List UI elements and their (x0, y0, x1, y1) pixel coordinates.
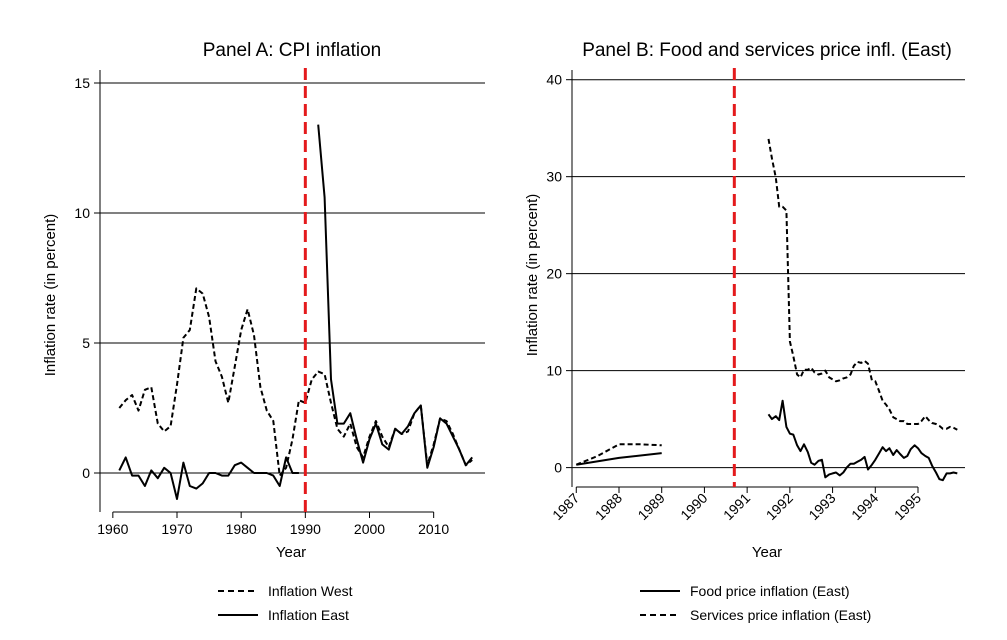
panel-b-xlabel: Year (752, 544, 782, 561)
legend-label-east: Inflation East (268, 607, 349, 623)
panel-a-ylabel: Inflation rate (in percent) (42, 214, 59, 377)
y-tick-label: 40 (546, 72, 562, 88)
x-tick-label: 2000 (354, 521, 385, 537)
panel-b-legend: Food price inflation (East) Services pri… (640, 583, 871, 623)
y-tick-label: 10 (74, 205, 90, 221)
panel-a-gridlines (100, 82, 485, 474)
panel-a-title: Panel A: CPI inflation (203, 40, 382, 61)
series-line (767, 138, 958, 431)
x-tick-label: 1970 (161, 521, 192, 537)
panel-a-series (118, 124, 473, 500)
x-tick-label: 1990 (677, 490, 710, 523)
x-tick-label: 1991 (720, 490, 753, 523)
series-line (118, 456, 299, 500)
y-tick-label: 0 (82, 465, 90, 481)
x-tick-label: 1989 (634, 490, 667, 523)
series-line (118, 287, 473, 477)
series-line (576, 452, 662, 466)
x-tick-label: 1990 (290, 521, 321, 537)
legend-label-west: Inflation West (268, 583, 353, 599)
panel-a: Panel A: CPI inflation Inflation rate (i… (42, 40, 485, 561)
x-tick-label: 1987 (549, 490, 582, 523)
x-tick-label: 1993 (805, 490, 838, 523)
panel-b-ylabel: Inflation rate (in percent) (524, 194, 541, 357)
legend-label-services: Services price inflation (East) (690, 607, 871, 623)
x-tick-label: 1995 (891, 490, 924, 523)
panel-a-xlabel: Year (276, 544, 306, 561)
y-tick-label: 10 (546, 363, 562, 379)
panel-a-legend: Inflation West Inflation East (218, 583, 353, 623)
x-tick-label: 1960 (97, 521, 128, 537)
y-tick-label: 15 (74, 75, 90, 91)
panel-a-axes: 0 5 10 15 1960 1970 1980 1990 2000 2010 (74, 70, 449, 537)
panel-b-gridlines (572, 79, 965, 469)
panel-b: Panel B: Food and services price infl. (… (524, 40, 965, 561)
y-tick-label: 5 (82, 335, 90, 351)
x-tick-label: 1994 (848, 490, 881, 523)
x-tick-label: 2010 (418, 521, 449, 537)
series-line (767, 399, 958, 482)
x-tick-label: 1980 (226, 521, 257, 537)
y-tick-label: 30 (546, 169, 562, 185)
y-tick-label: 20 (546, 266, 562, 282)
x-tick-label: 1992 (763, 490, 796, 523)
series-line (575, 443, 662, 466)
legend-label-food: Food price inflation (East) (690, 583, 850, 599)
series-line (317, 124, 473, 469)
x-tick-label: 1988 (592, 490, 625, 523)
panel-b-series (575, 138, 958, 482)
panel-b-title: Panel B: Food and services price infl. (… (582, 40, 952, 61)
y-tick-label: 0 (554, 460, 562, 476)
